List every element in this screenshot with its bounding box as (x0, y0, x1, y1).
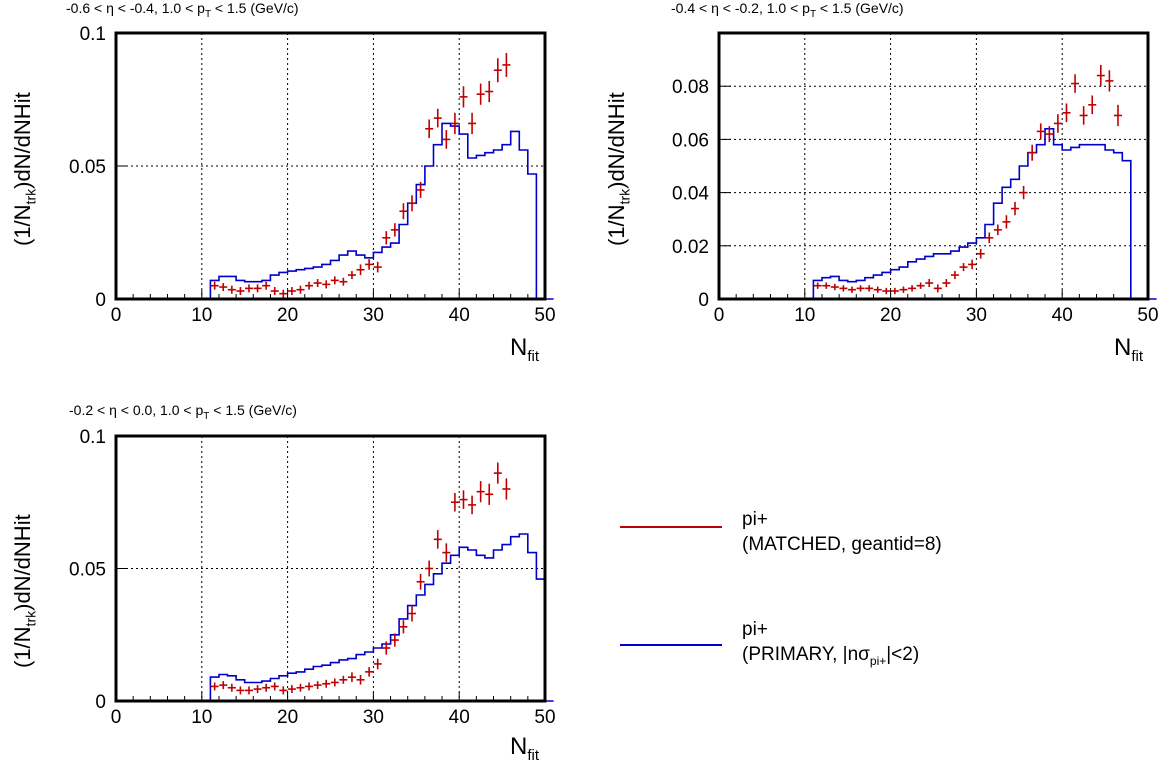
primary-histogram-series (719, 128, 1157, 300)
x-tick-label: 0 (111, 707, 122, 728)
panel-1-ylabel: (1/Ntrk)dN/dNHit (10, 92, 39, 246)
primary-histogram-series (116, 122, 554, 300)
panel-1-title: -0.6 < η < -0.4, 1.0 < pT < 1.5 (GeV/c) (66, 0, 299, 20)
x-tick-label: 0 (111, 305, 122, 326)
x-tick-label: 40 (449, 305, 470, 326)
x-tick-label: 10 (191, 707, 212, 728)
x-tick-label: 30 (363, 707, 384, 728)
x-tick-label: 10 (794, 305, 815, 326)
x-tick-label: 40 (1052, 305, 1073, 326)
plot-frame (114, 31, 547, 301)
x-tick-label: 20 (277, 707, 298, 728)
x-tick-label: 20 (880, 305, 901, 326)
y-tick-label: 0.1 (80, 24, 106, 45)
panel-1: 0 10 20 30 40 50 0 0.05 0.1 (69, 24, 556, 326)
y-tick-label: 0.04 (672, 184, 709, 205)
x-tick-label: 30 (966, 305, 987, 326)
panel-3-title: -0.2 < η < 0.0, 1.0 < pT < 1.5 (GeV/c) (69, 402, 297, 422)
panel-3-xlabel: Nfit (510, 733, 540, 764)
x-tick-label: 0 (714, 305, 725, 326)
x-tick-label: 30 (363, 305, 384, 326)
x-tick-label: 20 (277, 305, 298, 326)
primary-histogram-series (116, 533, 554, 702)
legend-line-primary (620, 644, 722, 646)
y-tick-label: 0.05 (69, 157, 106, 178)
panel-3-ylabel: (1/Ntrk)dN/dNHit (10, 514, 39, 668)
y-tick-label: 0 (95, 290, 106, 311)
x-tick-label: 40 (449, 707, 470, 728)
panel-2-xlabel: Nfit (1114, 334, 1144, 365)
y-tick-label: 0 (95, 692, 106, 713)
plot-frame (114, 434, 547, 703)
panel-2-ylabel: (1/Ntrk)dN/dNHit (604, 92, 633, 246)
y-tick-label: 0.1 (80, 427, 106, 448)
panel-2-title: -0.4 < η < -0.2, 1.0 < pT < 1.5 (GeV/c) (671, 0, 904, 20)
panel-1-xlabel: Nfit (510, 334, 540, 365)
y-tick-label: 0.02 (672, 237, 709, 258)
x-tick-label: 50 (534, 707, 555, 728)
legend-label-matched: pi+ (MATCHED, geantid=8) (742, 509, 942, 555)
x-tick-label: 10 (191, 305, 212, 326)
legend-label-primary: pi+ (PRIMARY, |nσpi+|<2) (742, 619, 920, 668)
y-tick-label: 0.08 (672, 77, 709, 98)
x-tick-label: 50 (534, 305, 555, 326)
legend-line-matched (620, 526, 722, 528)
y-tick-label: 0.05 (69, 560, 106, 581)
y-tick-label: 0 (698, 290, 709, 311)
y-tick-label: 0.06 (672, 130, 709, 151)
plot-frame (717, 31, 1150, 301)
x-tick-label: 50 (1137, 305, 1158, 326)
panel-3: 0 10 20 30 40 50 0 0.05 0.1 (69, 427, 556, 728)
panel-2: 0 10 20 30 40 50 0 0.02 0.04 0.06 0.08 (672, 31, 1159, 326)
